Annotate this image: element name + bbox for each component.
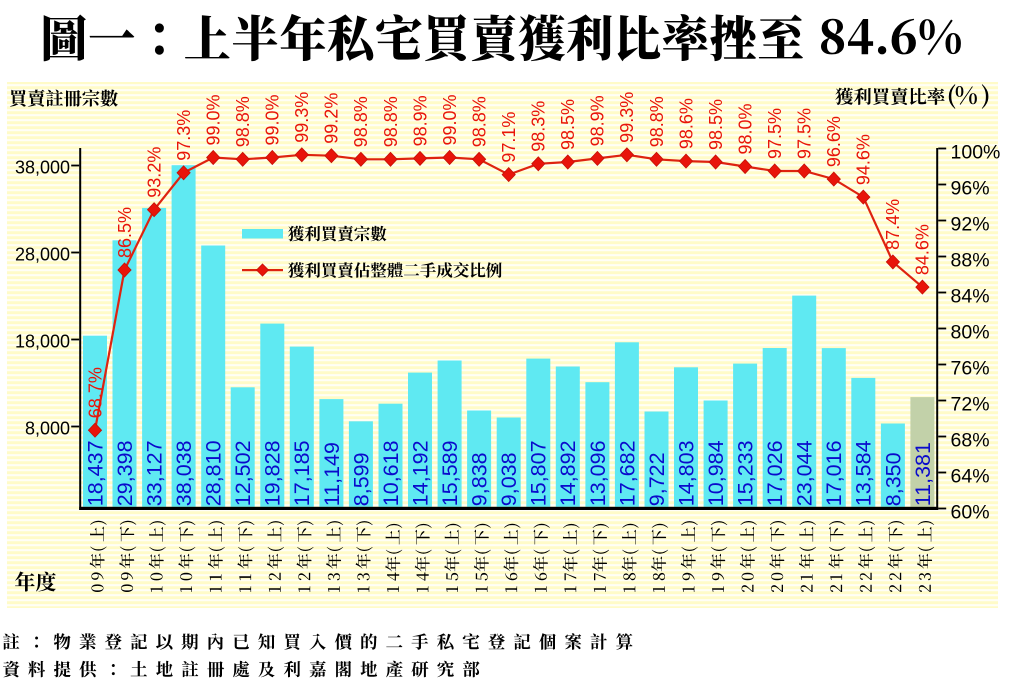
svg-text:11,381: 11,381	[911, 442, 935, 506]
svg-text:99.0%: 99.0%	[204, 94, 224, 145]
svg-text:23,044: 23,044	[793, 440, 817, 506]
svg-text:97.3%: 97.3%	[174, 110, 194, 161]
svg-text:88%: 88%	[951, 250, 990, 272]
svg-text:97.1%: 97.1%	[499, 112, 519, 163]
svg-text:8,599: 8,599	[349, 452, 373, 506]
svg-text:28,000: 28,000	[15, 244, 70, 264]
svg-text:29,398: 29,398	[113, 440, 137, 506]
svg-text:99.2%: 99.2%	[322, 93, 342, 144]
svg-text:10,618: 10,618	[379, 440, 403, 506]
svg-text:17,185: 17,185	[290, 440, 314, 506]
svg-text:68%: 68%	[951, 430, 990, 452]
svg-text:98.8%: 98.8%	[647, 96, 667, 147]
svg-text:38,000: 38,000	[15, 157, 70, 177]
svg-text:17,016: 17,016	[822, 440, 846, 506]
svg-text:99.3%: 99.3%	[292, 92, 312, 143]
svg-text:38,038: 38,038	[172, 440, 196, 506]
svg-text:98.5%: 98.5%	[558, 99, 578, 150]
svg-text:17,682: 17,682	[615, 440, 639, 506]
svg-text:11,149: 11,149	[320, 442, 344, 506]
svg-text:8,000: 8,000	[25, 418, 70, 438]
svg-text:98.3%: 98.3%	[529, 101, 549, 152]
svg-text:86.5%: 86.5%	[115, 207, 135, 258]
svg-text:99.3%: 99.3%	[617, 92, 637, 143]
svg-text:15,807: 15,807	[527, 440, 551, 506]
svg-text:96.6%: 96.6%	[824, 116, 844, 167]
svg-text:10,984: 10,984	[704, 440, 728, 506]
svg-text:15,589: 15,589	[438, 440, 462, 506]
svg-text:60%: 60%	[951, 502, 990, 524]
svg-text:98.5%: 98.5%	[706, 99, 726, 150]
svg-text:9,722: 9,722	[645, 452, 669, 506]
svg-text:14,192: 14,192	[408, 440, 432, 506]
svg-text:87.4%: 87.4%	[883, 199, 903, 250]
svg-text:13,584: 13,584	[852, 440, 876, 506]
svg-text:98.9%: 98.9%	[410, 95, 430, 146]
svg-text:96%: 96%	[951, 178, 990, 200]
svg-text:98.8%: 98.8%	[233, 96, 253, 147]
svg-text:94.6%: 94.6%	[854, 134, 874, 185]
svg-text:33,127: 33,127	[143, 440, 167, 506]
svg-text:72%: 72%	[951, 394, 990, 416]
svg-text:98.6%: 98.6%	[676, 98, 696, 149]
svg-text:9,038: 9,038	[497, 452, 521, 506]
svg-text:18,000: 18,000	[15, 331, 70, 351]
svg-text:28,810: 28,810	[202, 440, 226, 506]
svg-text:64%: 64%	[951, 466, 990, 488]
svg-text:76%: 76%	[951, 358, 990, 380]
svg-text:18,437: 18,437	[83, 440, 107, 506]
svg-text:99.0%: 99.0%	[440, 94, 460, 145]
svg-text:13,096: 13,096	[586, 440, 610, 506]
svg-text:12,502: 12,502	[231, 440, 255, 506]
svg-text:97.5%: 97.5%	[795, 108, 815, 159]
svg-text:15,233: 15,233	[734, 440, 758, 506]
svg-text:92%: 92%	[951, 214, 990, 236]
svg-text:98.8%: 98.8%	[381, 96, 401, 147]
svg-text:97.5%: 97.5%	[765, 108, 785, 159]
svg-text:19,828: 19,828	[261, 440, 285, 506]
svg-text:98.9%: 98.9%	[588, 95, 608, 146]
svg-text:80%: 80%	[951, 322, 990, 344]
svg-text:84.6%: 84.6%	[913, 224, 933, 275]
svg-text:93.2%: 93.2%	[144, 147, 164, 198]
svg-text:98.8%: 98.8%	[351, 96, 371, 147]
svg-text:98.0%: 98.0%	[735, 103, 755, 154]
svg-text:98.8%: 98.8%	[469, 96, 489, 147]
svg-text:14,892: 14,892	[556, 440, 580, 506]
svg-text:9,838: 9,838	[468, 452, 492, 506]
svg-text:68.7%: 68.7%	[85, 367, 105, 418]
svg-text:14,803: 14,803	[674, 440, 698, 506]
svg-text:100%: 100%	[951, 142, 1001, 164]
svg-text:17,026: 17,026	[763, 440, 787, 506]
svg-text:8,350: 8,350	[881, 452, 905, 506]
svg-text:99.0%: 99.0%	[263, 94, 283, 145]
svg-text:84%: 84%	[951, 286, 990, 308]
